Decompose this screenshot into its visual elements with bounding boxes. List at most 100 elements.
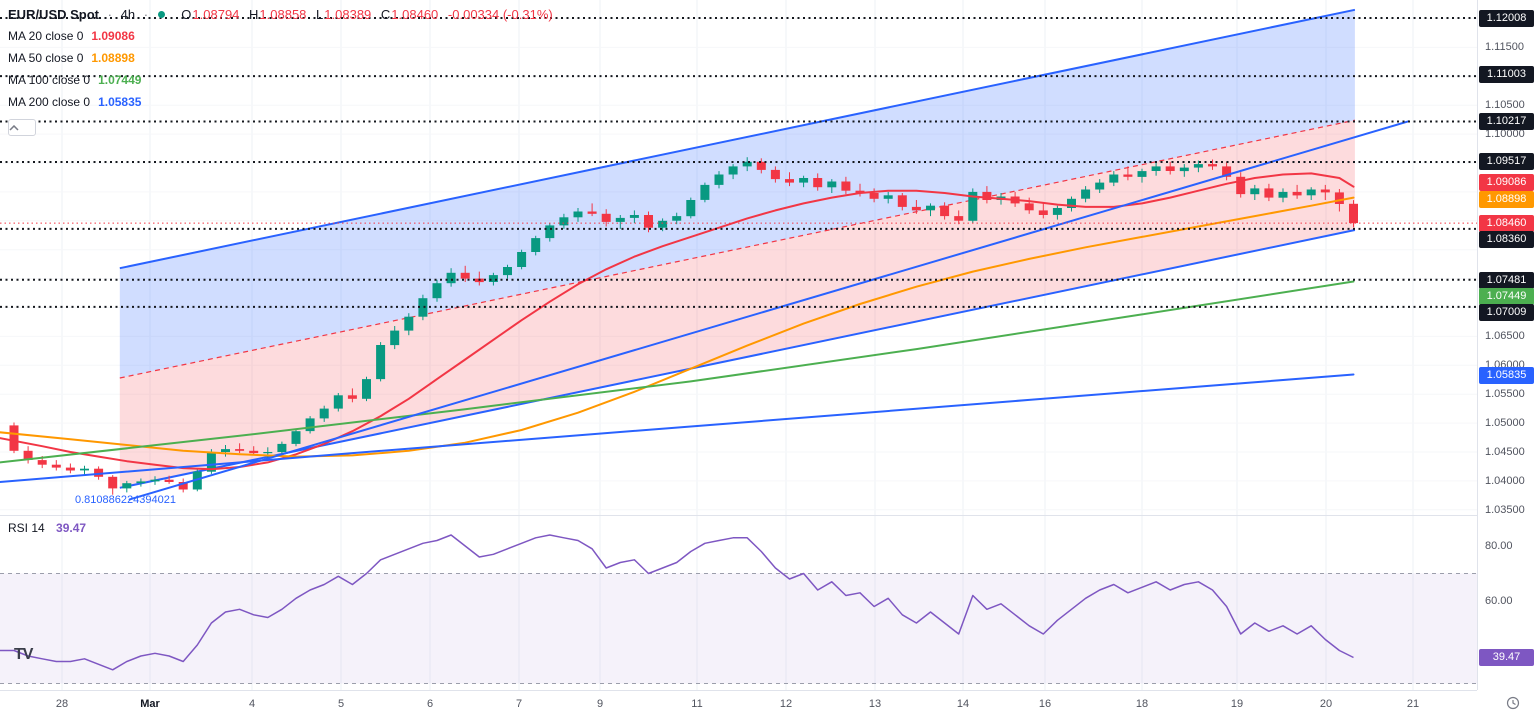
price-axis-badge: 1.09517 xyxy=(1479,153,1534,170)
candle-body xyxy=(940,205,950,217)
candle-body xyxy=(601,213,611,222)
candle-body xyxy=(1038,210,1048,215)
candle-body xyxy=(813,178,823,188)
time-axis-label: 20 xyxy=(1319,698,1333,710)
candle-body xyxy=(1236,176,1246,195)
time-axis-label: 19 xyxy=(1230,698,1244,710)
close-label: C xyxy=(380,7,391,22)
rsi-line[interactable] xyxy=(0,534,1354,671)
clock-icon xyxy=(1506,696,1520,710)
price-axis-label: 1.10000 xyxy=(1485,128,1525,140)
price-axis-badge: 1.09086 xyxy=(1479,174,1534,191)
separator-dot: · xyxy=(143,7,149,22)
market-status-icon xyxy=(157,11,165,18)
candle-body xyxy=(347,395,357,399)
candle-body xyxy=(263,452,273,454)
candle-body xyxy=(418,298,428,317)
candle-body xyxy=(446,272,456,284)
ma-200-line[interactable] xyxy=(0,373,1355,483)
tradingview-logo[interactable]: TV xyxy=(14,646,33,663)
candle-body xyxy=(1208,164,1217,167)
low-label: L xyxy=(316,7,324,22)
candle-body xyxy=(235,449,245,451)
price-axis[interactable]: 1.11500 1.10500 1.10000 1.06500 1.06000 1.055… xyxy=(1477,0,1536,690)
ma-legend-value: 1.05835 xyxy=(98,95,142,109)
low-value: 1.08389 xyxy=(324,7,372,22)
channel-midline[interactable] xyxy=(119,119,1356,379)
ma-legend-row-2[interactable]: MA 100 close 0 1.07449 xyxy=(8,69,553,91)
open-value: 1.08794 xyxy=(192,7,240,22)
candle-body xyxy=(206,452,216,472)
channel-bottom-edge[interactable] xyxy=(119,229,1356,489)
trendline[interactable] xyxy=(128,120,1410,501)
symbol-title[interactable]: EUR/USD Spot xyxy=(8,7,99,22)
price-axis-badge: 1.08360 xyxy=(1479,231,1534,248)
time-axis-label: 6 xyxy=(426,698,434,710)
rsi-axis-label: 60.00 xyxy=(1485,595,1513,607)
candle-body xyxy=(1067,198,1076,208)
ma-legend-value: 1.07449 xyxy=(98,73,142,87)
candle-body xyxy=(869,193,879,199)
ma-50-line[interactable] xyxy=(0,196,1355,458)
candle-body xyxy=(1052,208,1062,215)
ma-legend-label: MA 100 close 0 xyxy=(8,73,91,87)
pane-separator[interactable] xyxy=(0,515,1477,516)
time-axis-label: 5 xyxy=(337,698,345,710)
candle-body xyxy=(629,215,639,218)
candle-body xyxy=(333,395,343,409)
rsi-pane-canvas[interactable] xyxy=(0,516,1477,690)
ma-legend-label: MA 200 close 0 xyxy=(8,95,91,109)
candle-body xyxy=(883,195,893,199)
candle-body xyxy=(545,225,555,239)
main-chart-canvas[interactable]: 0.810886224394021 xyxy=(0,0,1477,516)
price-change: -0.00334 (-0.31%) xyxy=(447,7,553,22)
candle-body xyxy=(785,179,794,183)
channel-top-edge[interactable] xyxy=(119,8,1356,270)
candle-body xyxy=(714,174,724,185)
candle-body xyxy=(728,166,738,175)
candle-body xyxy=(1334,192,1344,204)
time-axis-label: 11 xyxy=(691,698,703,710)
candle-body xyxy=(460,272,470,279)
candle-body xyxy=(968,191,978,221)
candle-body xyxy=(770,169,780,180)
candle-body xyxy=(122,483,132,489)
candle-body xyxy=(855,190,865,193)
candle-body xyxy=(249,450,259,454)
rsi-indicator-label[interactable]: RSI 14 xyxy=(8,521,45,535)
candle-body xyxy=(1024,203,1034,211)
price-axis-label: 1.04000 xyxy=(1485,475,1525,487)
legend-collapse-button[interactable] xyxy=(8,119,36,136)
candle-body xyxy=(178,482,188,490)
candle-body xyxy=(1165,166,1175,171)
candle-body xyxy=(291,431,301,444)
ma-legend-row-3[interactable]: MA 200 close 0 1.05835 xyxy=(8,91,553,113)
rsi-axis-badge: 39.47 xyxy=(1479,649,1534,666)
channel-upper-fill[interactable] xyxy=(119,9,1355,379)
ma-100-line[interactable] xyxy=(0,280,1355,464)
candle-body xyxy=(221,449,230,452)
fib-level-label[interactable]: 0.810886224394021 xyxy=(75,494,176,506)
candle-body xyxy=(136,481,146,484)
price-axis-badge: 1.11003 xyxy=(1479,66,1534,83)
candle-body xyxy=(305,418,315,432)
price-axis-badge: 1.08898 xyxy=(1479,191,1534,208)
time-axis-settings-button[interactable] xyxy=(1505,695,1523,713)
time-axis-label: 4 xyxy=(248,698,256,710)
candle-body xyxy=(1306,189,1316,196)
interval-label[interactable]: 4h xyxy=(120,7,136,22)
ma-legend-row-1[interactable]: MA 50 close 0 1.08898 xyxy=(8,47,553,69)
candle-body xyxy=(1123,174,1133,177)
candle-body xyxy=(1151,166,1161,171)
candle-body xyxy=(37,460,47,465)
time-axis[interactable]: 28 Mar 4 5 6 7 9 11 12 13 14 16 18 19 20 21 xyxy=(0,690,1477,718)
candle-body xyxy=(658,220,668,228)
candle-body xyxy=(432,283,442,299)
candle-body xyxy=(277,443,287,452)
price-axis-badge: 1.07481 xyxy=(1479,272,1534,289)
time-axis-label: 28 xyxy=(55,698,69,710)
time-axis-label: 18 xyxy=(1135,698,1149,710)
price-axis-label: 1.11500 xyxy=(1485,41,1524,53)
ma-legend-row-0[interactable]: MA 20 close 0 1.09086 xyxy=(8,25,553,47)
